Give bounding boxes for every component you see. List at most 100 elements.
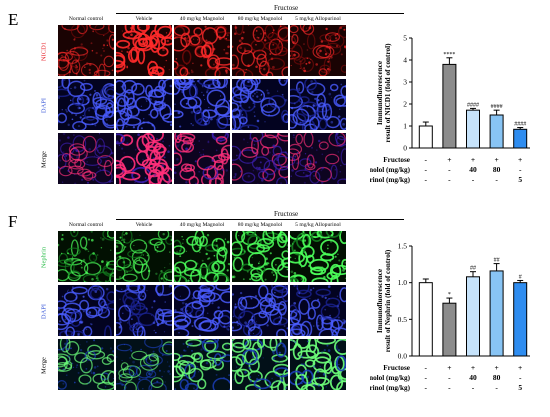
column-header: Vehicle [135,222,153,228]
micrograph-tile [290,285,346,336]
row-label-dapi: DAPI [40,303,48,320]
micrograph-tile [58,25,114,76]
column-header: 5 mg/kg Allopurinol [295,16,341,22]
micrograph-tile [232,133,288,184]
bar [442,302,457,357]
micrograph-tile [290,133,346,184]
treatment-value: - [425,175,428,184]
treatment-label: Allopurinol (mg/kg) [370,176,411,184]
fructose-group-line-e [116,13,404,14]
treatment-value: 40 [469,373,477,382]
micrograph-tile [116,339,172,390]
y-tick-label: 5 [403,34,407,43]
micrograph-tile [116,133,172,184]
treatment-label: Fructose [383,364,410,372]
bar-chart-f: Immunofluorescenceresult of Nephrin (fol… [370,242,530,392]
micrograph-tile [174,25,230,76]
micrograph-tile [174,79,230,130]
treatment-value: + [518,155,522,164]
fructose-group-label-e: Fructose [273,4,299,12]
treatment-value: 80 [493,373,501,382]
treatment-value: 80 [493,165,501,174]
significance-label: ## [494,258,500,264]
bar [489,114,504,149]
treatment-value: - [425,363,428,372]
column-header: 40 mg/kg Magnolol [179,222,225,228]
bar [513,282,528,357]
micrograph-tile [58,231,114,282]
micrograph-tile [116,79,172,130]
scale-bar-label-f: 20µm [336,400,345,404]
bar [513,128,528,149]
treatment-value: 5 [518,383,522,392]
row-label-nicd1: NICD1 [40,41,48,62]
significance-label: #### [467,102,479,108]
bar [418,282,433,357]
column-header: 80 mg/kg Magnolol [237,16,283,22]
treatment-value: + [447,363,451,372]
micrograph-tile [174,133,230,184]
treatment-value: - [519,165,522,174]
column-header: 80 mg/kg Magnolol [237,222,283,228]
y-tick-label: 1 [403,122,407,131]
micrograph-tile [232,79,288,130]
treatment-value: - [425,383,428,392]
treatment-value: + [518,363,522,372]
y-tick-label: 3 [403,78,407,87]
y-axis-label: Immunofluorescenceresult of NICD1 (fold … [376,43,392,143]
bar [489,270,504,357]
y-axis-label: Immunofluorescenceresult of Nephrin (fol… [376,249,392,352]
treatment-label: Allopurinol (mg/kg) [370,384,411,392]
micrograph-tile [232,25,288,76]
y-tick-label: 0 [403,144,407,153]
significance-label: # [519,274,522,280]
column-header: 40 mg/kg Magnolol [179,16,225,22]
treatment-value: - [425,155,428,164]
row-label-merge: Merge [40,357,48,374]
micrograph-tile [290,339,346,390]
scale-bar-label-e: 20µm [336,194,345,198]
treatment-value: - [425,165,428,174]
treatment-value: + [447,155,451,164]
micrograph-tile [116,285,172,336]
treatment-value: - [425,373,428,382]
y-tick-label: 4 [403,56,407,65]
panel-letter-e: E [8,10,19,29]
micrograph-tile [174,339,230,390]
significance-label: #### [514,122,526,128]
micrograph-tile [116,25,172,76]
micrograph-tile [116,231,172,282]
micrograph-tile [58,79,114,130]
bar-chart-e: Immunofluorescenceresult of NICD1 (fold … [370,34,530,184]
treatment-value: - [519,373,522,382]
bar [442,63,457,149]
micrograph-tile [232,231,288,282]
treatment-value: + [494,363,498,372]
treatment-value: + [494,155,498,164]
micrograph-tile [174,231,230,282]
micrograph-tile [58,133,114,184]
y-tick-label: 0.0 [398,352,408,361]
micrograph-tile [174,285,230,336]
significance-label: ## [470,266,476,272]
row-label-merge: Merge [40,151,48,168]
micrograph-tile [290,25,346,76]
treatment-label: Magnolol (mg/kg) [370,374,411,382]
significance-label: #### [491,104,503,110]
micrograph-tile [232,285,288,336]
treatment-label: Fructose [383,156,410,164]
fructose-group-label-f: Fructose [273,210,299,218]
column-header: 5 mg/kg Allopurinol [295,222,341,228]
y-tick-label: 1.0 [398,278,408,287]
column-header: Normal control [68,222,104,228]
micrograph-tile [232,339,288,390]
y-tick-label: 0.5 [398,315,408,324]
fructose-group-line-f [116,219,404,220]
row-label-nephrin: Nephrin [40,246,48,269]
treatment-value: - [448,383,451,392]
panel-letter-f: F [8,212,18,231]
micrograph-tile [58,285,114,336]
treatment-value: 5 [518,175,522,184]
treatment-label: Magnolol (mg/kg) [370,166,411,174]
y-tick-label: 2 [403,100,407,109]
